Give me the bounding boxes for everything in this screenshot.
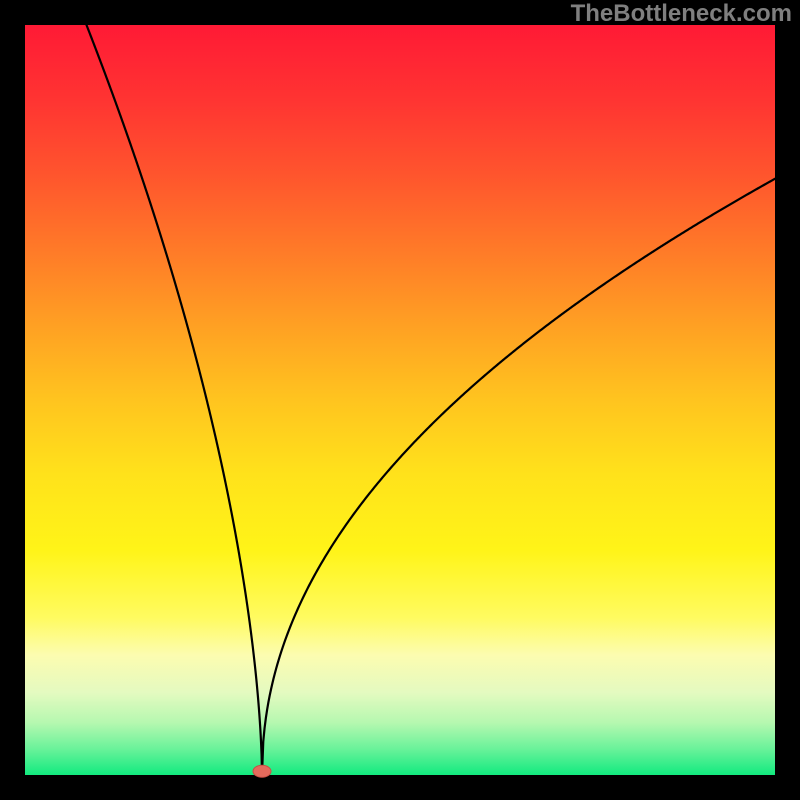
- chart-container: TheBottleneck.com: [0, 0, 800, 800]
- plot-background: [25, 25, 775, 775]
- bottleneck-chart: [0, 0, 800, 800]
- sweet-spot-marker: [253, 765, 271, 777]
